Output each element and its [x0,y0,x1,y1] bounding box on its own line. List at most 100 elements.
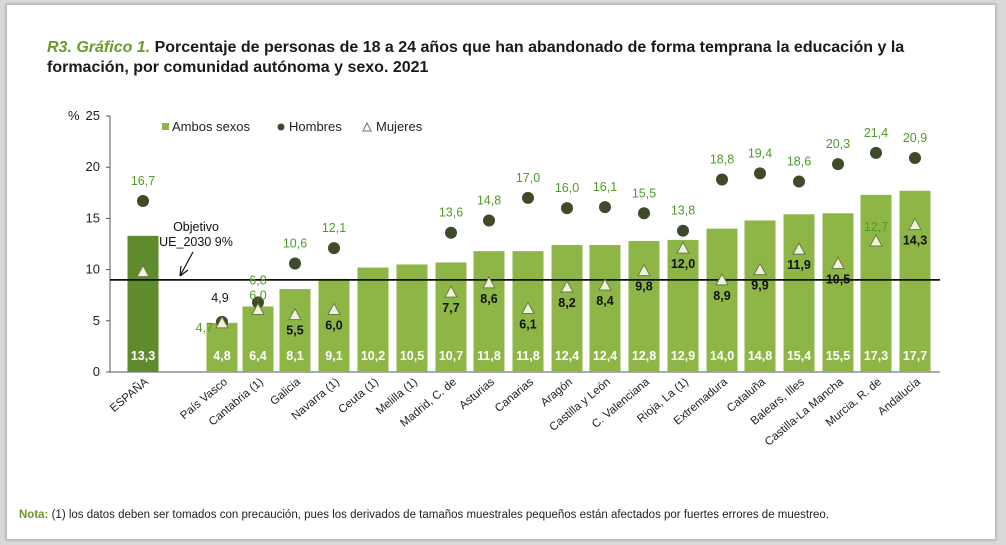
mujeres-value-label: 6,0 [325,319,342,333]
mujeres-value-label: 6,0 [249,289,266,303]
hombres-value-label: 20,9 [903,131,927,145]
bar [667,239,699,372]
hombres-value-label: 16,1 [593,180,617,194]
hombres-point [252,296,264,309]
hombres-point [754,167,766,180]
hombres-point [328,242,340,255]
bar-value-label: 14,0 [710,349,734,363]
bar-value-label: 10,7 [439,349,463,363]
x-category-label: Asturias [457,376,497,412]
hombres-value-label: 12,1 [322,221,346,235]
bar-value-label: 8,1 [286,349,303,363]
mujeres-value-label: 10,5 [826,272,850,286]
hombres-point [716,173,728,186]
y-tick-label: 15 [86,210,100,225]
mujeres-point [288,307,302,321]
bar [551,245,583,372]
mujeres-point [482,275,496,289]
bar-value-label: 15,5 [826,349,850,363]
bar [706,228,738,372]
hombres-point [483,214,495,227]
mujeres-point [792,242,806,255]
mujeres-point [251,302,265,316]
mujeres-value-label: 8,6 [480,292,497,306]
hombres-point [561,202,573,215]
note-text: (1) los datos deben ser tomados con prec… [51,509,829,521]
hombres-value-label: 16,7 [131,174,155,188]
bar [357,267,389,372]
hombres-point [870,146,882,159]
bar [822,213,854,372]
mujeres-value-label: 4,7 [196,321,213,335]
bar-value-label: 10,2 [361,349,385,363]
bar [206,322,238,372]
hombres-value-label: 20,3 [826,137,850,151]
hombres-value-label: 17,0 [516,171,540,185]
mujeres-value-label: 9,9 [751,279,768,293]
hombres-point [832,158,844,171]
x-category-label: Galicia [268,376,303,408]
hombres-value-label: 13,6 [439,206,463,220]
legend-label: Hombres [289,119,342,134]
bar [242,306,274,372]
hombres-value-label: 21,4 [864,126,888,140]
bar-value-label: 12,9 [671,349,695,363]
legend-label: Mujeres [376,119,423,134]
bar-value-label: 4,8 [213,349,230,363]
legend-label: Ambos sexos [172,119,251,134]
mujeres-value-label: 5,5 [286,324,303,338]
mujeres-value-label: 11,9 [787,258,811,272]
reference-line-label: Objetivo [173,220,219,234]
bar [127,235,159,372]
bar [589,245,621,372]
x-category-label: Aragón [539,376,575,409]
x-category-label: Canarias [493,376,536,415]
hombres-value-label: 18,6 [787,155,811,169]
hombres-point [445,226,457,239]
bar-value-label: 12,4 [555,349,579,363]
bar [628,240,660,372]
bar [744,220,776,372]
mujeres-value-label: 6,1 [519,318,536,332]
chart-title-prefix: R3. Gráfico 1. [47,39,151,56]
legend-mujeres-marker [362,121,372,132]
mujeres-point [908,217,922,231]
y-axis-unit: % [68,108,80,123]
legend-hombres-marker [277,123,285,131]
mujeres-point [327,302,341,316]
bar-value-label: 14,8 [748,349,772,363]
mujeres-value-label: 12,7 [864,220,888,234]
hombres-value-label: 13,8 [671,204,695,218]
hombres-point [522,191,534,204]
mujeres-point [136,264,150,278]
bar [279,289,311,372]
bar [318,278,350,372]
mujeres-value-label: 8,9 [713,289,730,303]
hombres-value-label: 10,6 [283,236,307,250]
bar [860,194,892,372]
mujeres-point [598,277,612,291]
bar-value-label: 12,4 [593,349,617,363]
mujeres-value-label: 8,4 [596,294,613,308]
reference-line-arrow [179,251,194,277]
x-category-label: ESPAÑA [107,375,151,415]
legend-bar-swatch [162,123,169,130]
bar-value-label: 17,7 [903,349,927,363]
chart-title-text: Porcentaje de personas de 18 a 24 años q… [47,39,905,76]
y-tick-label: 25 [86,108,100,123]
hombres-value-label: 6,8 [249,273,266,287]
chart-note: Nota: (1) los datos deben ser tomados co… [19,508,979,523]
mujeres-value-label: 12,0 [671,257,695,271]
hombres-point [599,201,611,214]
bar [396,264,428,372]
mujeres-point [753,262,767,276]
hombres-point [289,257,301,270]
note-label: Nota: [19,509,49,521]
mujeres-value-label: 8,2 [558,296,575,310]
bar [473,251,505,372]
y-tick-label: 20 [86,159,100,174]
mujeres-value-label: 14,3 [903,234,927,248]
hombres-point [137,194,149,207]
mujeres-value-label: 9,7 [134,251,151,265]
